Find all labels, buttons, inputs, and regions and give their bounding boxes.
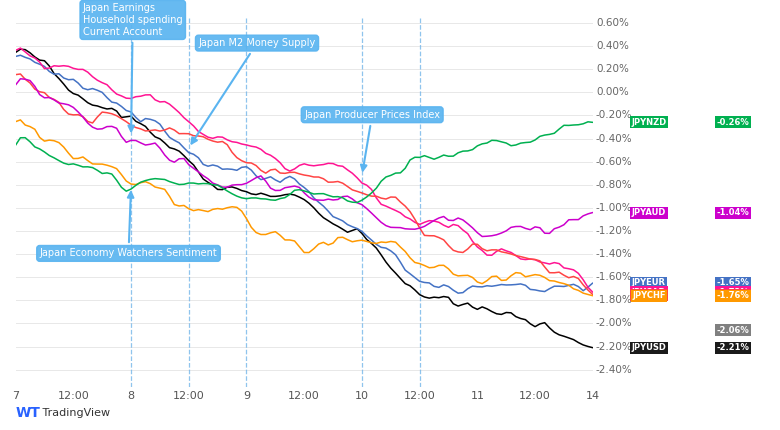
Text: -1.75%: -1.75% (717, 290, 750, 299)
Text: -1.00%: -1.00% (596, 203, 633, 213)
Text: JPYAUD: JPYAUD (632, 208, 666, 217)
Text: -0.60%: -0.60% (596, 157, 633, 167)
Text: -1.80%: -1.80% (596, 295, 633, 305)
Text: -2.06%: -2.06% (717, 326, 750, 335)
Text: -1.73%: -1.73% (717, 288, 750, 297)
Text: -1.76%: -1.76% (717, 291, 750, 300)
Text: -1.04%: -1.04% (717, 208, 750, 217)
Text: -0.20%: -0.20% (596, 111, 633, 120)
Text: TradingView: TradingView (39, 408, 110, 418)
Text: -2.20%: -2.20% (596, 341, 633, 352)
Text: JPYUSD: JPYUSD (632, 343, 666, 352)
Text: JPYNZD: JPYNZD (631, 118, 667, 127)
Text: WT: WT (16, 406, 41, 420)
Text: JPYCAD: JPYCAD (632, 288, 666, 297)
Text: -0.40%: -0.40% (596, 134, 633, 144)
Text: JPYGBP: JPYGBP (632, 290, 666, 299)
Text: -0.80%: -0.80% (596, 180, 633, 190)
Text: 0.40%: 0.40% (596, 41, 629, 51)
Text: 0.20%: 0.20% (596, 64, 629, 74)
Text: -1.60%: -1.60% (596, 272, 633, 282)
Text: -2.21%: -2.21% (717, 343, 750, 352)
Text: JPYEUR: JPYEUR (632, 279, 666, 288)
Text: Japan M2 Money Supply: Japan M2 Money Supply (192, 38, 316, 144)
Text: -1.40%: -1.40% (596, 249, 633, 259)
Text: JPYCHF: JPYCHF (633, 291, 665, 300)
Text: 0.60%: 0.60% (596, 18, 629, 28)
Text: -0.26%: -0.26% (717, 118, 750, 127)
Text: -1.20%: -1.20% (596, 226, 633, 236)
Text: Japan Earnings
Household spending
Current Account: Japan Earnings Household spending Curren… (83, 3, 183, 131)
Text: Japan Economy Watchers Sentiment: Japan Economy Watchers Sentiment (40, 192, 218, 258)
Text: 0.00%: 0.00% (596, 87, 629, 97)
Text: -2.40%: -2.40% (596, 365, 633, 375)
Text: -2.00%: -2.00% (596, 319, 633, 329)
Text: Japan Producer Prices Index: Japan Producer Prices Index (304, 110, 440, 170)
Text: -1.65%: -1.65% (717, 279, 750, 288)
